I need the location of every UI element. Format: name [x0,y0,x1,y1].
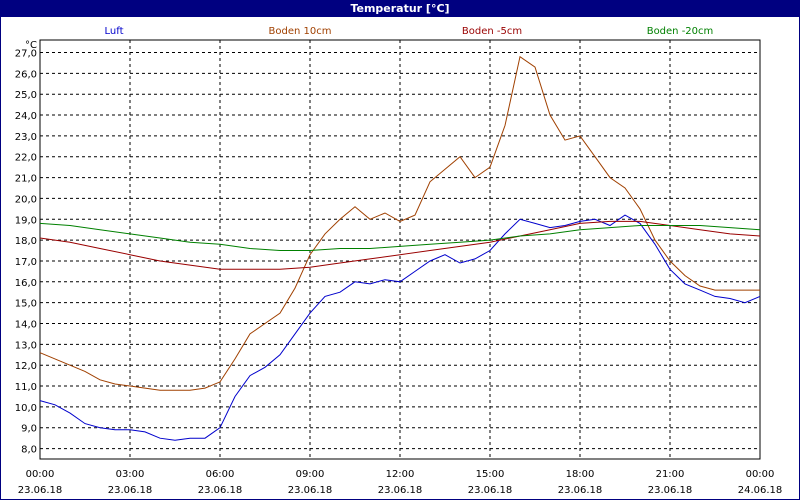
grid [40,40,760,459]
legend-item: Boden -20cm [647,26,714,37]
series-line-0 [39,214,761,441]
x-tick-date: 23.06.18 [558,485,603,496]
x-tick-date: 23.06.18 [198,485,243,496]
series-line-3 [39,222,761,251]
y-tick-label: 23,0 [15,132,37,143]
y-tick-label: 17,0 [15,257,37,268]
series-line-1 [39,55,760,391]
y-tick-label: 16,0 [15,278,37,289]
y-tick-label: 11,0 [15,382,37,393]
y-tick-label: 18,0 [15,236,37,247]
legend-item: Boden 10cm [269,26,332,37]
y-tick-label: 20,0 [15,194,37,205]
x-tick-time: 09:00 [296,469,325,480]
x-tick-time: 12:00 [386,469,415,480]
legend: Luft Boden 10cm Boden -5cm Boden -20cm [105,26,714,37]
y-tick-label: 19,0 [15,215,37,226]
x-tick-date: 24.06.18 [738,485,783,496]
legend-item: Luft [105,26,124,37]
series-lines [39,55,761,441]
y-tick-label: 24,0 [15,111,37,122]
y-tick-label: 25,0 [15,90,37,101]
x-tick-time: 00:00 [746,469,775,480]
chart-title: Temperatur [°C] [0,0,800,17]
y-tick-label: 14,0 [15,320,37,331]
y-tick-label: 22,0 [15,153,37,164]
series-line-2 [39,220,761,270]
y-tick-label: 26,0 [15,69,37,80]
x-tick-date: 23.06.18 [648,485,693,496]
x-tick-time: 18:00 [566,469,595,480]
y-tick-label: 13,0 [15,340,37,351]
y-axis-ticks: 8,0 9,0 10,0 11,0 12,0 13,0 14,0 15,0 16,0 17,0 18… [15,49,37,456]
y-tick-label: 12,0 [15,361,37,372]
x-tick-time: 00:00 [26,469,55,480]
x-tick-date: 23.06.18 [468,485,513,496]
y-tick-label: 27,0 [15,49,37,60]
y-axis-unit-label: °C [25,40,37,51]
y-tick-label: 15,0 [15,299,37,310]
x-tick-date: 23.06.18 [108,485,153,496]
y-tick-label: 8,0 [21,445,37,456]
y-tick-label: 9,0 [21,424,37,435]
legend-item: Boden -5cm [462,26,522,37]
x-tick-date: 23.06.18 [288,485,333,496]
x-tick-date: 23.06.18 [378,485,423,496]
plot-area [39,39,761,460]
x-tick-time: 15:00 [476,469,505,480]
x-axis-ticks: 00:00 23.06.18 03:00 23.06.18 06:00 23.06.18 0… [18,469,783,496]
x-tick-time: 21:00 [656,469,685,480]
x-tick-time: 03:00 [116,469,145,480]
x-tick-time: 06:00 [206,469,235,480]
y-tick-label: 21,0 [15,174,37,185]
x-tick-date: 23.06.18 [18,485,63,496]
y-tick-label: 10,0 [15,403,37,414]
